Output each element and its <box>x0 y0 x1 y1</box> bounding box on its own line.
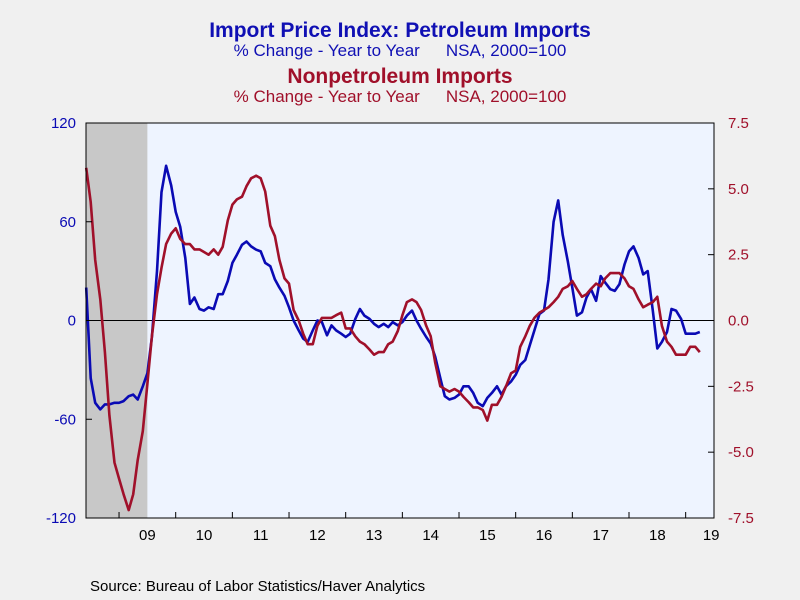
chart-title-nonpetroleum: Nonpetroleum Imports <box>287 65 513 88</box>
x-tick-label: 14 <box>422 527 439 544</box>
chart-subtitle-petroleum: % Change - Year to Year NSA, 2000=100 <box>0 42 800 60</box>
series-line-nonpetroleum <box>84 167 701 512</box>
x-tick-label: 18 <box>649 527 666 544</box>
x-tick-label: 15 <box>479 527 496 544</box>
x-tick-label: 11 <box>253 527 269 544</box>
axes-layer: 120 60 0 -60 -120 7.5 5.0 2.5 0.0 -2.5 -5.0 -7.5 09 1… <box>46 115 754 544</box>
series-line-petroleum <box>84 164 701 411</box>
x-tick-label: 12 <box>309 527 326 544</box>
x-tick-label: 16 <box>536 527 553 544</box>
x-tick-label: 19 <box>703 527 720 544</box>
left-tick-label: 0 <box>68 313 76 330</box>
chart-title-petroleum: Import Price Index: Petroleum Imports <box>209 19 591 42</box>
x-tick-label: 09 <box>139 527 156 544</box>
source-note: Source: Bureau of Labor Statistics/Haver… <box>90 578 426 595</box>
subtitle-nonpetroleum-basis: NSA, 2000=100 <box>445 87 567 106</box>
subtitle-petroleum-basis: NSA, 2000=100 <box>445 41 567 60</box>
subtitle-petroleum-measure: % Change - Year to Year <box>233 41 420 60</box>
left-tick-label: -60 <box>54 411 76 428</box>
left-tick-label: 60 <box>59 214 76 231</box>
right-tick-label: 2.5 <box>728 247 749 264</box>
right-tick-label: 5.0 <box>728 181 749 198</box>
right-tick-label: -2.5 <box>728 378 754 395</box>
left-tick-label: -120 <box>46 510 76 527</box>
right-tick-label: 7.5 <box>728 115 749 132</box>
right-tick-label: -5.0 <box>728 444 754 461</box>
subtitle-nonpetroleum-measure: % Change - Year to Year <box>233 87 420 106</box>
right-tick-label: 0.0 <box>728 313 749 330</box>
left-tick-label: 120 <box>51 115 76 132</box>
x-tick-label: 13 <box>366 527 383 544</box>
x-tick-label: 17 <box>592 527 609 544</box>
series-layer <box>84 164 701 512</box>
x-tick-label: 10 <box>196 527 213 544</box>
right-tick-label: -7.5 <box>728 510 754 527</box>
chart-subtitle-nonpetroleum: % Change - Year to Year NSA, 2000=100 <box>0 88 800 106</box>
